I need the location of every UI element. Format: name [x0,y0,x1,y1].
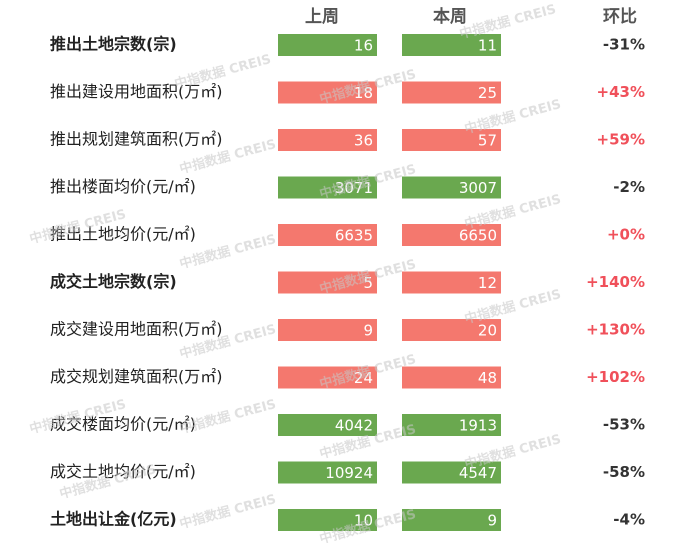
change: -53% [603,416,645,434]
change: +43% [597,83,645,101]
change: +102% [586,368,645,386]
value-cell [278,224,377,246]
row-label: 成交土地均价(元/㎡) [50,462,196,481]
change: +140% [586,273,645,291]
change: -58% [603,463,645,481]
value: 4042 [335,417,373,435]
value-cell [402,509,501,531]
value: 3071 [335,179,373,197]
value: 16 [354,37,373,55]
value: 5 [363,274,373,292]
value-cell [278,34,377,56]
row-label: 成交规划建筑面积(万㎡) [50,367,223,386]
change: -4% [613,511,645,529]
value: 1913 [459,417,497,435]
change: +0% [607,226,645,244]
value-cell [402,414,501,436]
value: 9 [363,322,373,340]
row-label: 成交建设用地面积(万㎡) [50,320,223,339]
value: 3007 [459,179,497,197]
value-cell [278,271,377,294]
row-label: 土地出让金(亿元) [50,510,177,529]
value-cell [278,319,377,341]
column-header: 上周 [305,7,339,27]
value: 10924 [325,464,373,482]
row-label: 推出土地均价(元/㎡) [50,225,196,244]
value: 48 [478,369,497,387]
value: 57 [478,132,497,150]
column-header: 环比 [603,6,637,27]
value-cell [402,319,501,341]
value-cell [402,129,501,151]
rows: 推出土地宗数(宗) 16 11 -31% 推出建设用地面积(万㎡) 18 25 +43% 推出规… [50,34,645,531]
value-cell [402,81,501,104]
value: 10 [354,512,373,530]
value-cell [278,176,377,199]
value-cell [278,414,377,436]
change: -31% [603,36,645,54]
row-label: 推出规划建筑面积(万㎡) [50,130,223,149]
value-cell [402,271,501,294]
change: -2% [613,178,645,196]
value: 11 [478,37,497,55]
value: 18 [354,84,373,102]
value-cell [402,366,501,389]
change: +59% [597,131,645,149]
row-label: 推出土地宗数(宗) [50,35,177,54]
value-cell [402,461,501,484]
value-cell [402,224,501,246]
value: 6650 [459,227,497,245]
value-cell [278,461,377,484]
row-label: 成交土地宗数(宗) [50,272,177,291]
value: 25 [478,84,497,102]
row-label: 推出建设用地面积(万㎡) [50,82,223,101]
value: 9 [487,512,497,530]
column-header: 本周 [433,6,467,27]
row-label: 推出楼面均价(元/㎡) [50,177,196,196]
value: 6635 [335,227,373,245]
value-cell [278,366,377,389]
value-cell [402,176,501,199]
value: 36 [354,132,373,150]
change: +130% [586,321,645,339]
value-cell [278,509,377,531]
value-cell [402,34,501,56]
value: 12 [478,274,497,292]
value: 20 [478,322,497,340]
value-cell [278,129,377,151]
value-cell [278,81,377,104]
value: 24 [354,369,373,387]
row-label: 成交楼面均价(元/㎡) [50,415,196,434]
value: 4547 [459,464,497,482]
